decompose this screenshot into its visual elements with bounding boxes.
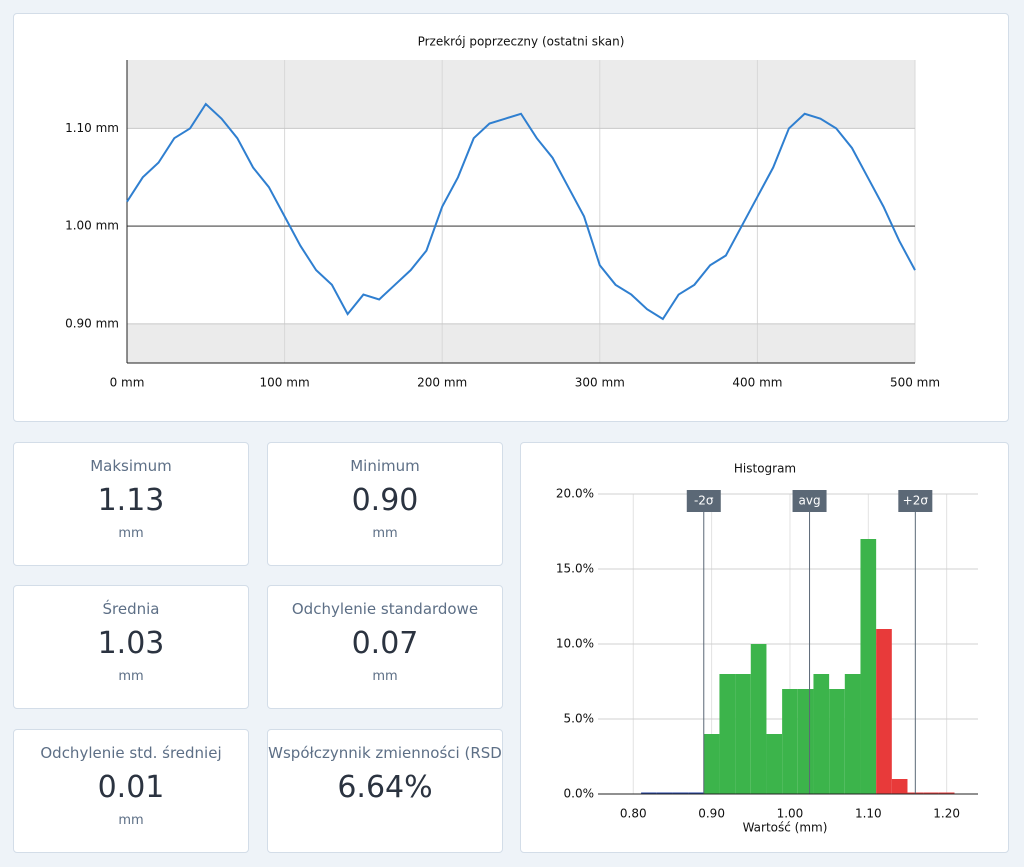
stat-label: Współczynnik zmienności (RSD [268,744,502,762]
chart-title: Histogram [734,462,796,476]
stat-label: Odchylenie standardowe [291,600,479,618]
marker-label: -2σ [694,494,714,508]
stat-label: Średnia [102,600,160,618]
stat-unit: mm [118,669,144,684]
marker-label: avg [799,494,821,508]
bar [891,779,908,794]
bar [923,792,939,794]
y-tick-label: 15.0% [556,562,594,576]
x-tick-label: 400 mm [732,376,782,390]
x-tick-label: 1.10 [855,807,882,821]
stat-card: Minimum 0.90 mm [267,442,503,566]
x-tick-label: 0.80 [620,807,647,821]
stat-unit: mm [118,526,144,541]
x-axis-label: Wartość (mm) [743,821,828,835]
y-tick-label: 20.0% [556,487,594,501]
x-tick-label: 0 mm [110,376,145,390]
bar [829,689,845,794]
stat-unit: mm [372,526,398,541]
bar [688,792,704,794]
chart-title: Przekrój poprzeczny (ostatni skan) [418,35,625,49]
profile-line [126,102,916,321]
bar [938,792,955,794]
y-tick-label: 10.0% [556,637,594,651]
x-tick-label: 500 mm [890,376,940,390]
marker-label: +2σ [903,494,929,508]
bar [703,734,720,794]
x-tick-label: 200 mm [417,376,467,390]
x-tick-label: 100 mm [260,376,310,390]
y-tick-label: 1.00 mm [65,219,119,233]
y-tick-label: 0.90 mm [65,316,119,330]
stat-value: 0.90 [351,483,419,518]
stat-card: Maksimum 1.13 mm [13,442,249,566]
y-tick-label: 5.0% [564,712,595,726]
y-tick-label: 0.0% [564,787,595,801]
bar [719,674,736,794]
x-tick-label: 1.20 [933,807,960,821]
bar [844,674,861,794]
stat-value: 0.07 [351,626,419,661]
stat-card: Współczynnik zmienności (RSD 6.64% [267,729,503,853]
stat-unit: mm [372,669,398,684]
stat-label: Minimum [350,457,420,475]
bar [766,734,783,794]
x-tick-label: 1.00 [777,807,804,821]
x-tick-label: 0.90 [698,807,725,821]
marker-box [792,490,827,512]
bar [735,674,751,794]
bar [813,674,830,794]
stat-value: 0.01 [97,770,165,805]
bar [641,792,657,794]
marker-box [686,490,721,512]
bar [797,689,814,794]
y-tick-label: 1.10 mm [65,121,119,135]
stat-value: 6.64% [337,770,433,805]
x-tick-label: 300 mm [575,376,625,390]
stat-value: 1.03 [97,626,165,661]
stat-unit: mm [118,813,144,828]
bar [750,644,767,794]
stat-card: Odchylenie std. średniej 0.01 mm [13,729,249,853]
stat-label: Maksimum [90,457,172,475]
stat-card: Średnia 1.03 mm [13,585,249,709]
stat-label: Odchylenie std. średniej [40,744,222,762]
marker-box [898,490,933,512]
bar [876,629,892,794]
bar [860,539,877,794]
stat-card: Odchylenie standardowe 0.07 mm [267,585,503,709]
bar [656,792,673,794]
band [127,323,915,363]
bar [782,689,798,794]
stat-value: 1.13 [97,483,165,518]
band [127,60,915,129]
bar [672,792,689,794]
